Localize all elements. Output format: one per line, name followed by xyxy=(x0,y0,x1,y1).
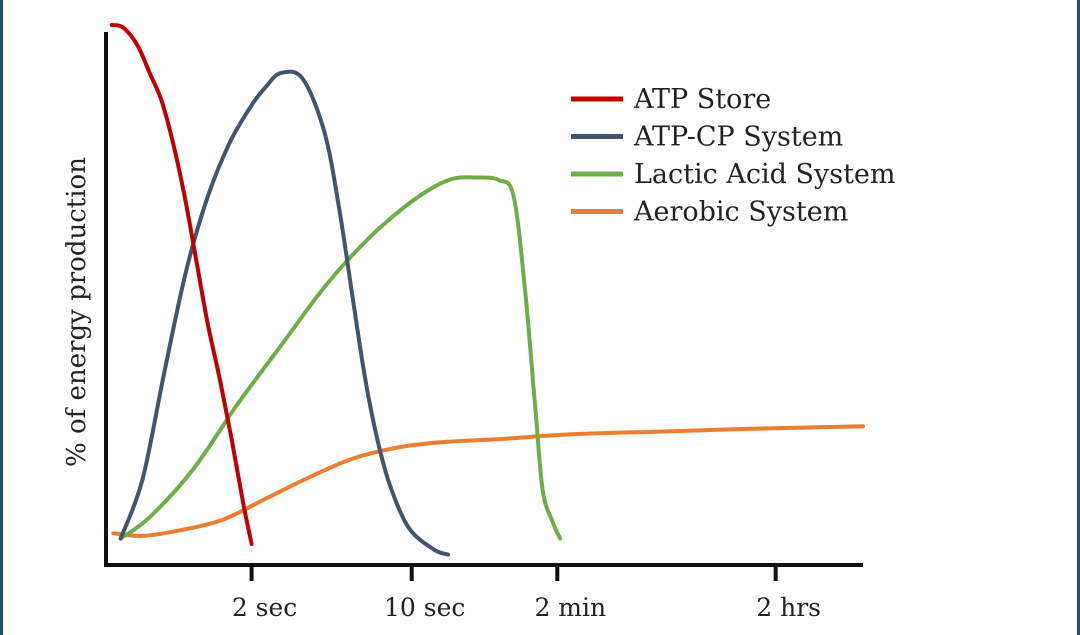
y-axis-title: % of energy production xyxy=(62,157,92,467)
series-line-atp-store xyxy=(109,23,254,546)
x-tick-label: 10 sec xyxy=(384,593,465,622)
x-axis-ticks: 2 sec 10 sec 2 min 2 hrs xyxy=(232,565,821,622)
legend-label: ATP-CP System xyxy=(633,122,843,153)
legend-label: Lactic Acid System xyxy=(634,159,896,190)
series-line-atp-cp-system xyxy=(118,69,451,557)
legend-label: Aerobic System xyxy=(633,197,848,228)
legend-label: ATP Store xyxy=(633,84,771,115)
series-lines xyxy=(109,23,865,557)
x-tick-label: 2 min xyxy=(534,593,606,622)
x-tick-label: 2 sec xyxy=(232,593,297,622)
legend: ATP Store ATP-CP System Lactic Acid System… xyxy=(571,84,896,228)
energy-systems-chart: 2 sec 10 sec 2 min 2 hrs % of energy produc… xyxy=(62,23,896,622)
series-line-aerobic-system xyxy=(111,424,865,538)
x-tick-label: 2 hrs xyxy=(756,593,821,622)
series-line-lactic-acid-system xyxy=(118,175,563,541)
